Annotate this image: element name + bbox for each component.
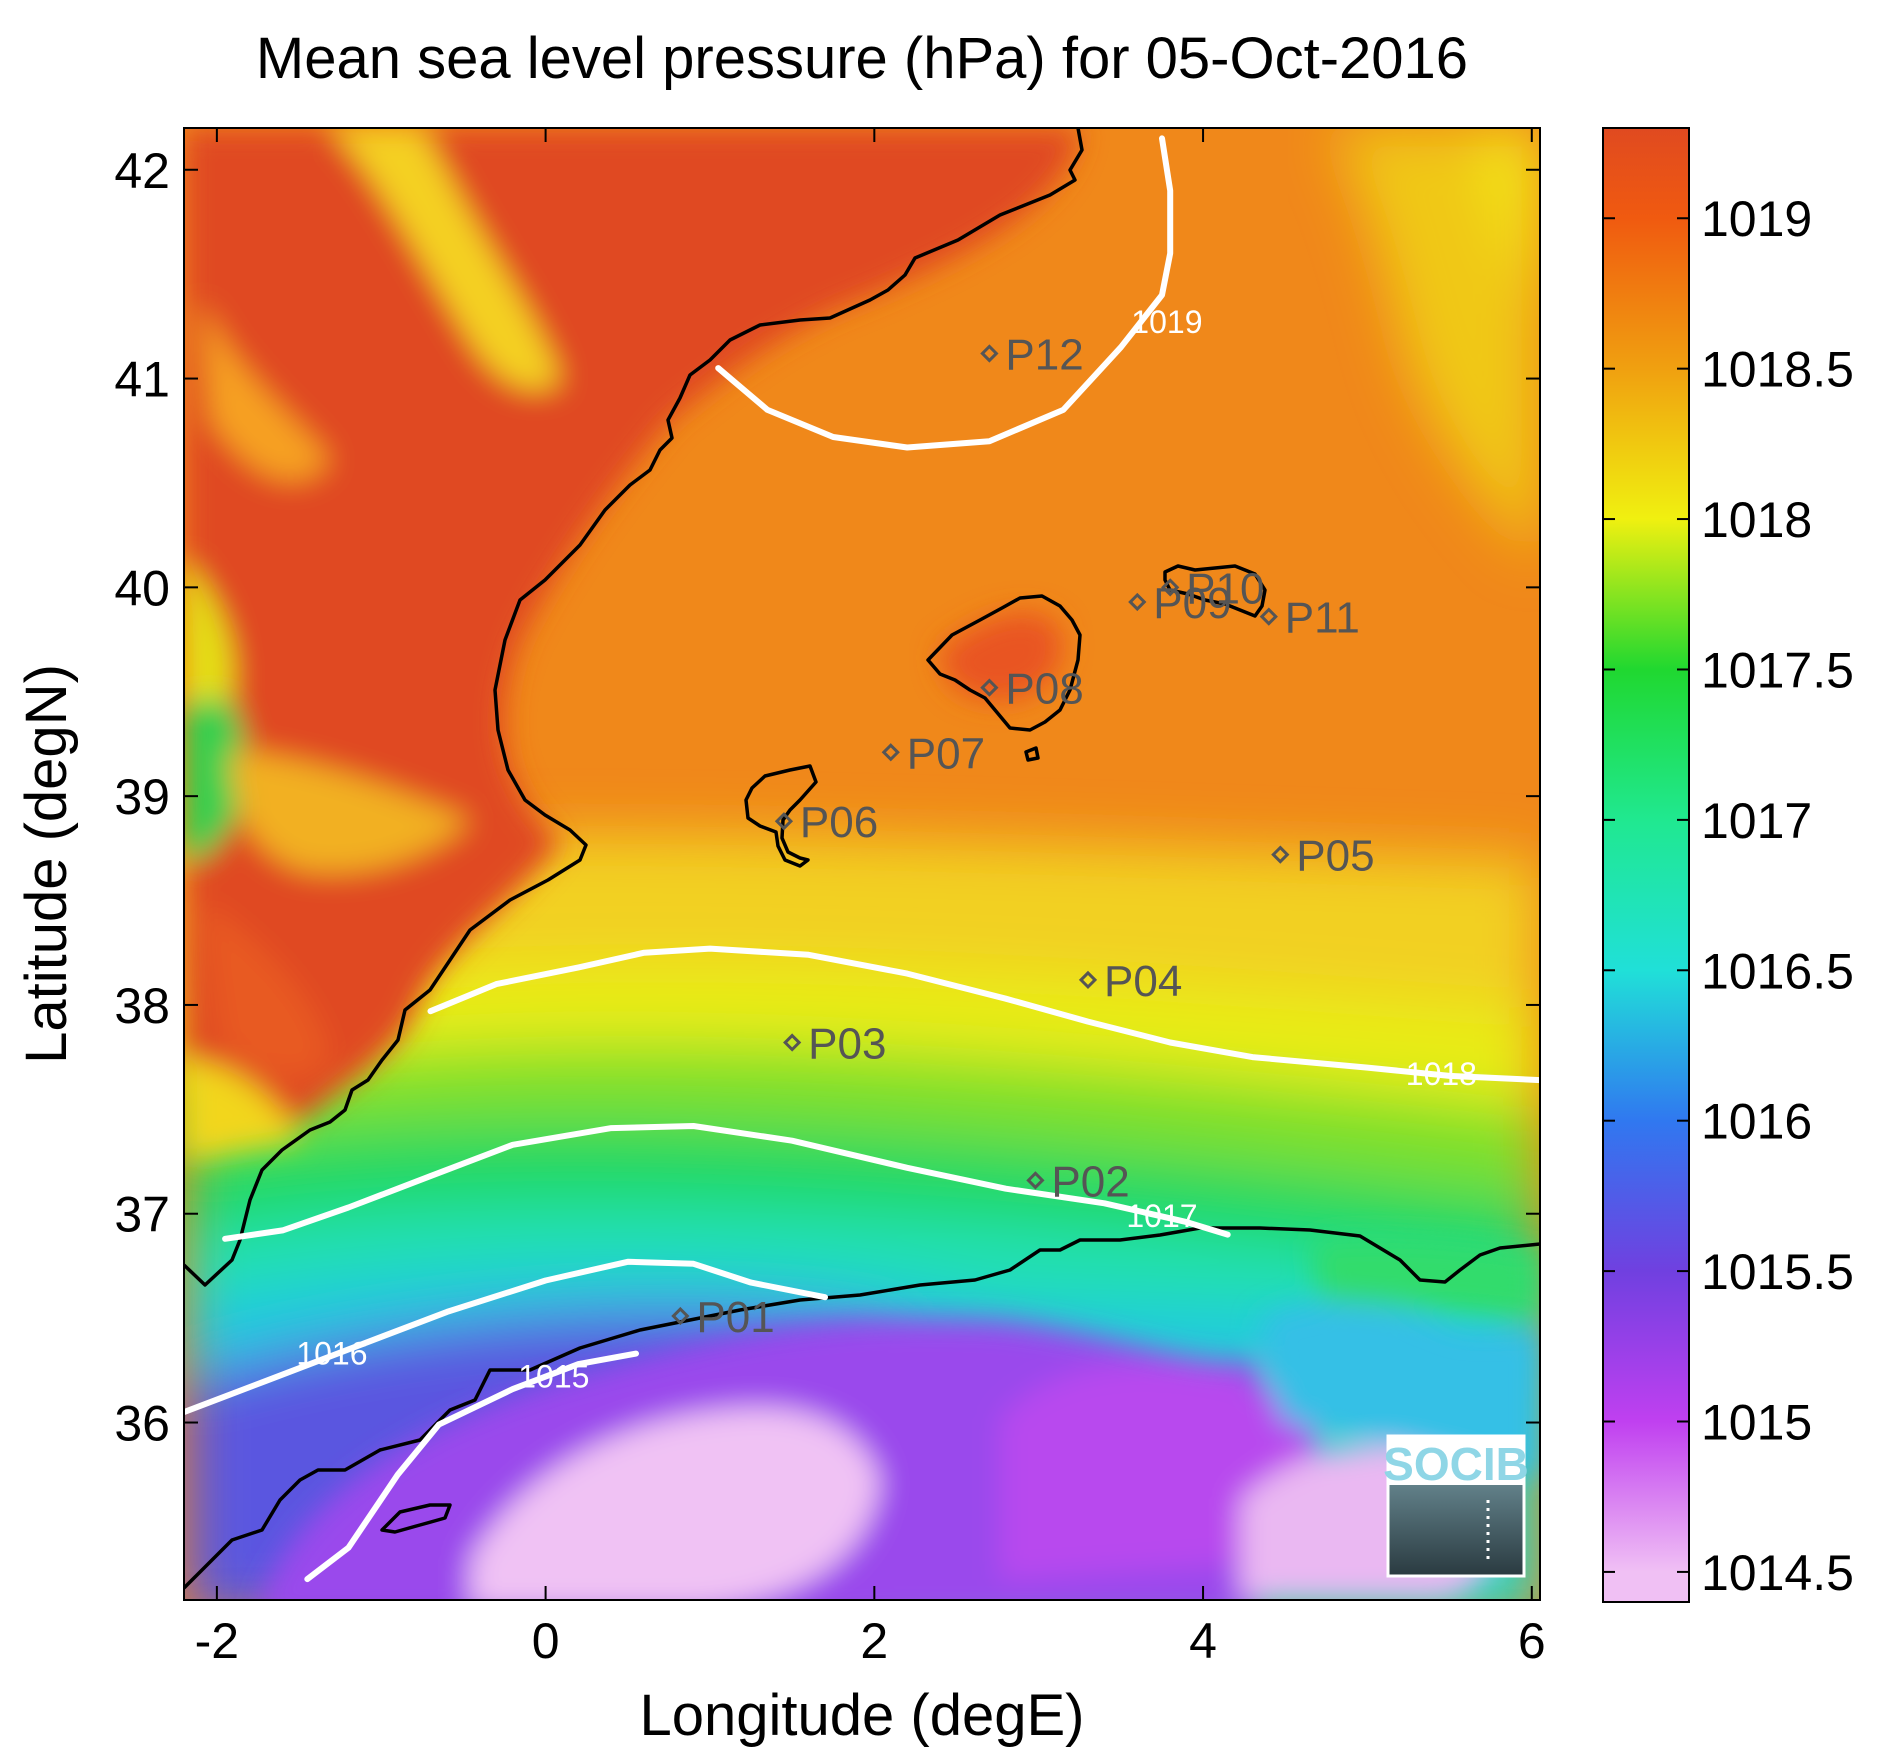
colorbar-tick-label: 1018.5 [1701,342,1854,398]
x-axis-label: Longitude (degE) [640,1683,1085,1748]
contour-line-1016 [184,1258,828,1416]
colorbar-tick-label: 1018 [1701,492,1812,548]
station-label: P04 [1104,957,1182,1006]
colorbar-tick-label: 1015.5 [1701,1244,1854,1300]
station-label: P10 [1186,564,1264,613]
ibiza-coastline [744,764,818,868]
station-label: P03 [808,1020,886,1069]
x-tick-label: -2 [195,1613,239,1669]
contour-line-1019 [715,135,1174,451]
y-tick-label: 40 [114,560,170,616]
y-tick-label: 38 [114,978,170,1034]
station-marker [1026,1171,1045,1190]
x-tick-label: 2 [860,1613,888,1669]
station-label: P12 [1005,330,1083,379]
colorbar-tick-label: 1015 [1701,1395,1812,1451]
station-marker [774,812,794,831]
station-marker [980,678,999,697]
mallorca-coastline [926,594,1082,732]
contour-label: 1018 [1406,1056,1477,1092]
x-tick-label: 4 [1189,1613,1217,1669]
y-tick-label: 42 [114,143,170,199]
colorbar-ticks: 1014.5 1015 1015.5 1016 1016.5 1017 1017.5 1018… [1603,191,1854,1601]
y-tick-label: 37 [114,1187,170,1243]
contour-line-1018 [427,945,1540,1084]
africa-coastline [184,1226,1540,1590]
chart-title: Mean sea level pressure (hPa) for 05-Oct… [256,26,1468,91]
contour-label: 1019 [1131,304,1202,340]
menorca-coastline [1163,564,1267,618]
station-label: P05 [1296,832,1374,881]
station-label: P11 [1285,594,1360,643]
logo-text: SOCIB [1383,1438,1529,1490]
cabrera-coastline [1024,746,1040,762]
y-axis-label: Latitude (degN) [14,664,79,1064]
station-label: P02 [1051,1157,1129,1206]
contour-line-1017 [222,1123,1231,1242]
y-tick-label: 39 [114,769,170,825]
pressure-field [184,128,1540,1600]
station-marker [881,743,900,762]
station-marker [1078,970,1098,990]
contour-label: 1015 [518,1359,589,1395]
y-axis: 36 37 38 39 40 41 42 [114,143,1540,1452]
station-marker [783,1033,802,1052]
colorbar-tick-label: 1016.5 [1701,943,1854,999]
station-marker [1128,592,1147,612]
station-label: P08 [1005,665,1083,714]
colorbar-tick-label: 1017 [1701,793,1812,849]
iberia-coastline [184,128,1084,1287]
contour-label: 1017 [1126,1198,1197,1234]
station-marker [980,344,999,363]
station-marker [1259,607,1278,626]
station-marker [671,1306,690,1326]
colorbar-tick-label: 1014.5 [1701,1545,1854,1601]
station-marker [1271,845,1290,864]
station-label: P09 [1153,579,1231,628]
colorbar-tick-label: 1017.5 [1701,642,1854,698]
plot-frame [183,127,1541,1601]
station-label: P07 [907,729,985,778]
y-tick-label: 41 [114,352,170,408]
station-label: P01 [696,1293,774,1342]
x-tick-label: 6 [1518,1613,1546,1669]
contour-lines: 1019 1018 1017 1016 1015 [184,135,1540,1583]
y-tick-label: 36 [114,1396,170,1452]
contour-label: 1016 [296,1336,367,1372]
colorbar-tick-label: 1016 [1701,1094,1812,1150]
colorbar-tick-label: 1019 [1701,191,1812,247]
x-axis: -2 0 2 4 6 [195,128,1546,1669]
socib-logo: SOCIB [1383,1434,1529,1578]
coastlines [184,128,1540,1590]
station-marker [1161,578,1180,597]
station-label: P06 [800,798,878,847]
x-tick-label: 0 [532,1613,560,1669]
alboran-coastline [380,1503,452,1534]
contour-line-1015 [304,1350,639,1583]
colorbar [1602,127,1690,1603]
